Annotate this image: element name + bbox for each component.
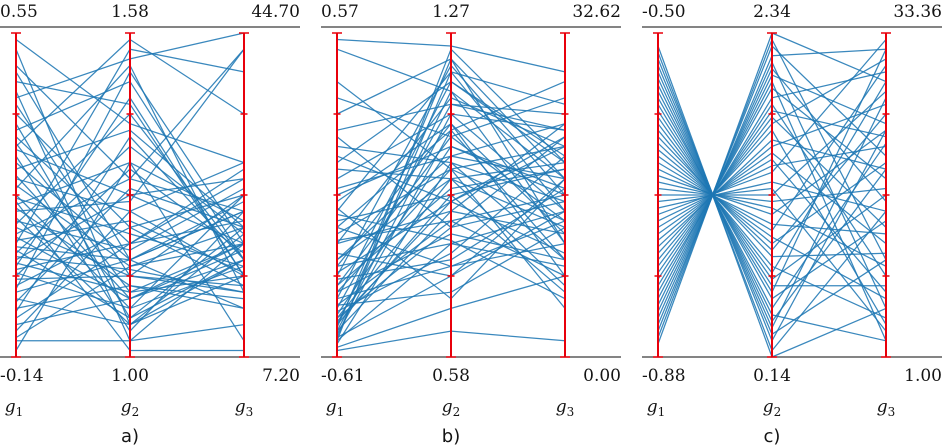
axis2-max-label: 1.27 bbox=[432, 2, 470, 22]
panel-a: 0.55 1.58 44.70 -0.14 1.00 7.20 g1 g2 g3… bbox=[0, 0, 305, 448]
panel-c: -0.50 2.34 33.36 -0.88 0.14 1.00 g1 g2 g… bbox=[642, 0, 947, 448]
panel-b-caption: b) bbox=[442, 426, 460, 447]
axis3-name-label: g3 bbox=[235, 397, 254, 419]
axis2-name-label: g2 bbox=[442, 397, 461, 419]
axis1-min-label: -0.61 bbox=[321, 366, 365, 386]
axis3-name-label: g3 bbox=[556, 397, 575, 419]
panel-a-caption: a) bbox=[121, 426, 139, 447]
axis1-min-label: -0.88 bbox=[642, 366, 686, 386]
axis2-max-label: 2.34 bbox=[753, 2, 791, 22]
axis3-name-label: g3 bbox=[877, 397, 896, 419]
axis3-max-label: 33.36 bbox=[893, 2, 942, 22]
axis3-min-label: 7.20 bbox=[262, 366, 300, 386]
axes-layer bbox=[11, 32, 249, 358]
axis1-max-label: 0.55 bbox=[0, 2, 38, 22]
panel-b-svg: 0.57 1.27 32.62 -0.61 0.58 0.00 g1 g2 g3… bbox=[321, 2, 621, 447]
axis2-min-label: 0.14 bbox=[753, 366, 791, 386]
axis2-min-label: 1.00 bbox=[111, 366, 149, 386]
axes-layer bbox=[332, 32, 570, 358]
axis3-min-label: 0.00 bbox=[583, 366, 621, 386]
axis3-min-label: 1.00 bbox=[904, 366, 942, 386]
panel-b: 0.57 1.27 32.62 -0.61 0.58 0.00 g1 g2 g3… bbox=[321, 0, 626, 448]
axis1-name-label: g1 bbox=[326, 397, 345, 419]
panel-c-svg: -0.50 2.34 33.36 -0.88 0.14 1.00 g1 g2 g… bbox=[642, 2, 942, 447]
axes-layer bbox=[653, 32, 891, 358]
axis1-max-label: 0.57 bbox=[321, 2, 359, 22]
axis1-name-label: g1 bbox=[647, 397, 666, 419]
axis1-name-label: g1 bbox=[5, 397, 24, 419]
axis2-name-label: g2 bbox=[763, 397, 782, 419]
panel-a-svg: 0.55 1.58 44.70 -0.14 1.00 7.20 g1 g2 g3… bbox=[0, 2, 300, 447]
panel-c-caption: c) bbox=[764, 426, 781, 447]
axis3-max-label: 32.62 bbox=[572, 2, 621, 22]
axis2-min-label: 0.58 bbox=[432, 366, 470, 386]
axis2-max-label: 1.58 bbox=[111, 2, 149, 22]
axis1-min-label: -0.14 bbox=[0, 366, 44, 386]
axis1-max-label: -0.50 bbox=[642, 2, 686, 22]
axis2-name-label: g2 bbox=[121, 397, 140, 419]
axis3-max-label: 44.70 bbox=[251, 2, 300, 22]
